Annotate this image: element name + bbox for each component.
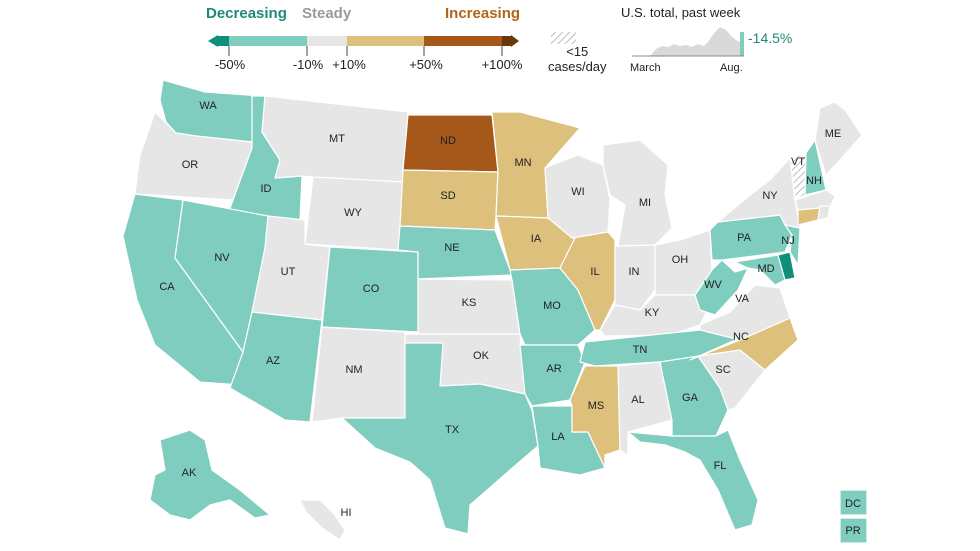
territory-pr — [839, 517, 868, 544]
state-label: IL — [590, 266, 599, 278]
state-label: WY — [344, 207, 362, 219]
legend-arrow-right-icon — [511, 35, 519, 47]
state-me — [814, 101, 863, 176]
state-ma — [794, 189, 836, 211]
us-total-change: -14.5% — [748, 30, 793, 46]
state-ct — [797, 207, 821, 226]
legend-steady-header: Steady — [302, 5, 352, 22]
state-label: GA — [682, 392, 699, 404]
legend-swatch-strong-decrease — [217, 36, 229, 46]
state-va — [699, 284, 791, 341]
state-label: SC — [715, 364, 730, 376]
legend-arrow-left-icon — [208, 35, 218, 47]
legend-tick-label: -10% — [292, 57, 324, 72]
state-label: WI — [571, 186, 584, 198]
us-total-x-start: March — [630, 62, 661, 74]
state-label: KS — [462, 297, 477, 309]
state-mi — [602, 139, 673, 247]
state-label: CA — [159, 281, 175, 293]
legend-swatch-decrease — [229, 36, 307, 46]
legend-under-15-line2: cases/day — [548, 59, 607, 74]
state-de — [777, 251, 796, 281]
state-label: NV — [214, 252, 230, 264]
state-label: DC — [845, 498, 861, 510]
state-ri — [817, 205, 831, 221]
state-label: MT — [329, 133, 345, 145]
state-ny — [717, 157, 801, 229]
state-label: PA — [737, 232, 752, 244]
territory-dc — [839, 489, 868, 516]
legend-tick-label: +100% — [481, 57, 523, 72]
state-in — [614, 244, 656, 311]
state-label: NJ — [781, 235, 794, 247]
legend-under-15-label: <15 cases/day — [548, 44, 607, 74]
state-sd — [399, 169, 499, 231]
us-total-title: U.S. total, past week — [621, 5, 741, 20]
state-label: NM — [345, 364, 362, 376]
state-label: ND — [440, 135, 456, 147]
state-label: ME — [825, 128, 842, 140]
state-label: WA — [199, 100, 217, 112]
state-label: NC — [733, 331, 749, 343]
state-label: AR — [546, 363, 561, 375]
state-label: MN — [514, 157, 531, 169]
state-label: OK — [473, 350, 490, 362]
state-label: PR — [845, 525, 860, 537]
state-label: HI — [341, 507, 352, 519]
legend-tick-label: +10% — [332, 57, 366, 72]
state-az — [229, 311, 323, 423]
state-label: AZ — [266, 355, 280, 367]
legend-swatch-steady — [307, 36, 347, 46]
state-label: SD — [440, 190, 455, 202]
legend-increasing-header: Increasing — [445, 5, 521, 22]
state-label: NE — [444, 242, 459, 254]
state-fl — [627, 429, 759, 531]
us-total-sparkline — [632, 27, 744, 57]
us-total-x-end: Aug. — [720, 62, 743, 74]
legend-swatch-strong-increase — [424, 36, 502, 46]
legend-swatch-increase — [347, 36, 424, 46]
state-label: AL — [631, 394, 644, 406]
legend-under-15-line1: <15 — [566, 44, 589, 59]
state-label: VT — [791, 156, 805, 168]
state-tx — [341, 342, 539, 535]
state-label: OR — [182, 159, 199, 171]
legend-swatch-very-strong-increase — [502, 36, 512, 46]
state-label: IA — [531, 233, 542, 245]
state-labels: WA OR CA ID NV MT WY UT AZ CO NM ND SD N… — [159, 100, 861, 537]
state-label: MD — [757, 263, 774, 275]
state-label: MO — [543, 300, 561, 312]
legend-decreasing-header: Decreasing — [206, 5, 287, 22]
legend-tick-label: -50% — [214, 57, 246, 72]
state-label: OH — [672, 254, 689, 266]
state-label: WV — [704, 279, 722, 291]
state-il — [559, 231, 616, 331]
state-ak — [149, 429, 271, 521]
states — [122, 79, 868, 544]
state-label: IN — [629, 266, 640, 278]
state-wi — [544, 154, 611, 239]
state-label: TN — [633, 344, 648, 356]
state-label: MS — [588, 400, 605, 412]
state-hi — [299, 499, 346, 541]
state-label: CO — [363, 283, 380, 295]
state-label: MI — [639, 197, 651, 209]
state-label: VA — [735, 293, 750, 305]
legend-color-bar — [208, 32, 576, 56]
state-label: FL — [714, 460, 727, 472]
state-label: KY — [645, 307, 660, 319]
legend-swatch-under-15 — [551, 32, 576, 44]
state-label: LA — [551, 431, 565, 443]
state-label: TX — [445, 424, 460, 436]
state-label: AK — [182, 467, 197, 479]
state-label: NY — [762, 190, 778, 202]
state-label: NH — [806, 175, 822, 187]
legend-tick-label: +50% — [409, 57, 443, 72]
state-label: ID — [261, 183, 272, 195]
state-label: UT — [281, 266, 296, 278]
